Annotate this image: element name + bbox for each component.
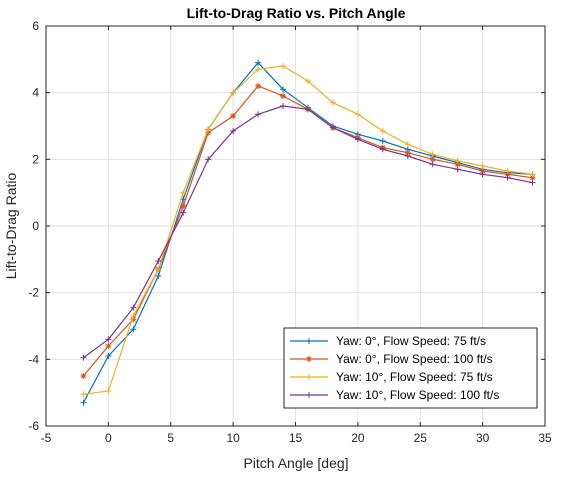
series-1-point xyxy=(379,138,386,144)
legend-label: Yaw: 0°, Flow Speed: 75 ft/s xyxy=(336,334,486,348)
series-2-point xyxy=(404,149,411,156)
series-3-point xyxy=(80,391,87,398)
series-3-point xyxy=(404,141,411,148)
legend-label: Yaw: 0°, Flow Speed: 100 ft/s xyxy=(336,352,493,366)
series-3-point xyxy=(130,313,137,319)
y-tick-label: -6 xyxy=(28,419,39,433)
series-2-point xyxy=(255,83,262,89)
chart-title: Lift-to-Drag Ratio vs. Pitch Angle xyxy=(187,5,406,21)
y-tick-label: 2 xyxy=(32,152,39,166)
series-1-point xyxy=(280,86,287,93)
x-tick-label: 30 xyxy=(476,431,490,445)
series-4-point xyxy=(479,171,486,178)
series-3-point xyxy=(105,388,112,394)
series-4-point xyxy=(280,103,287,109)
series-4 xyxy=(80,103,536,361)
series-4-point xyxy=(354,136,361,143)
legend-item-3: Yaw: 10°, Flow Speed: 75 ft/s xyxy=(290,370,493,384)
series-4-point xyxy=(205,156,212,163)
x-tick-label: 20 xyxy=(351,431,365,445)
y-axis-label: Lift-to-Drag Ratio xyxy=(3,172,19,279)
legend-item-2: Yaw: 0°, Flow Speed: 100 ft/s xyxy=(290,352,493,366)
series-1-point xyxy=(130,326,137,333)
series-3-point xyxy=(504,168,511,174)
series-4-point xyxy=(329,124,336,131)
series-2-point xyxy=(80,373,87,379)
series-3-point xyxy=(329,99,336,106)
series-4-point xyxy=(304,106,311,113)
series-4-point xyxy=(255,111,262,118)
series-layer xyxy=(80,59,536,406)
plot-frame xyxy=(45,25,546,427)
y-tick-label: -2 xyxy=(28,286,39,300)
series-3-point xyxy=(354,111,361,118)
x-tick-label: -5 xyxy=(41,431,52,445)
series-4-point xyxy=(529,179,536,186)
x-tick-label: 5 xyxy=(167,431,174,445)
legend-marker xyxy=(306,374,312,380)
x-tick-label: 35 xyxy=(538,431,552,445)
series-4-point xyxy=(180,209,187,216)
series-3-point xyxy=(255,66,262,73)
series-3-point xyxy=(230,89,237,96)
legend-label: Yaw: 10°, Flow Speed: 100 ft/s xyxy=(336,388,499,402)
legend-marker xyxy=(306,392,312,398)
x-tick-label: 25 xyxy=(414,431,428,445)
series-4-point xyxy=(379,146,386,153)
legend: Yaw: 0°, Flow Speed: 75 ft/s Yaw: 0°, Flo… xyxy=(283,327,538,409)
series-3-point xyxy=(180,189,187,196)
series-2-point xyxy=(280,93,287,99)
y-tick-label: 4 xyxy=(32,86,39,100)
series-3-point xyxy=(429,151,436,158)
series-4-point xyxy=(230,128,237,134)
series-4-point xyxy=(80,354,87,361)
x-tick-label: 0 xyxy=(105,431,112,445)
series-2-point xyxy=(105,343,112,349)
x-tick-label: 15 xyxy=(289,431,303,445)
series-1-point xyxy=(155,273,162,279)
series-3-point xyxy=(304,78,311,84)
series-3-point xyxy=(379,128,386,134)
series-4-point xyxy=(454,166,461,173)
series-3-point xyxy=(479,163,486,169)
series-3 xyxy=(80,63,536,398)
legend-marker xyxy=(306,356,312,362)
series-2-point xyxy=(180,203,187,209)
series-4-point xyxy=(155,258,162,264)
series-3-point xyxy=(280,63,287,69)
series-2-point xyxy=(230,113,237,119)
series-4-point xyxy=(130,304,137,311)
y-axis-ticks: -6 -4 -2 0 2 4 6 xyxy=(28,19,545,433)
series-4-point xyxy=(504,174,511,181)
legend-label: Yaw: 10°, Flow Speed: 75 ft/s xyxy=(336,370,493,384)
series-3-point xyxy=(529,171,536,178)
x-axis-label: Pitch Angle [deg] xyxy=(243,455,348,471)
y-tick-label: 6 xyxy=(32,19,39,33)
series-3-point xyxy=(155,266,162,273)
series-4-point xyxy=(105,336,112,343)
series-3-point xyxy=(205,126,212,133)
legend-item-4: Yaw: 10°, Flow Speed: 100 ft/s xyxy=(290,388,499,402)
series-1-point xyxy=(105,353,112,359)
series-3-point xyxy=(454,158,461,164)
y-tick-label: -4 xyxy=(28,352,39,366)
legend-marker xyxy=(306,338,312,344)
series-1-point xyxy=(80,399,87,406)
legend-item-1: Yaw: 0°, Flow Speed: 75 ft/s xyxy=(290,334,486,348)
series-4-point xyxy=(429,161,436,168)
series-4-point xyxy=(404,153,411,159)
x-tick-label: 10 xyxy=(226,431,240,445)
y-tick-label: 0 xyxy=(32,219,39,233)
series-1-point xyxy=(255,59,262,66)
